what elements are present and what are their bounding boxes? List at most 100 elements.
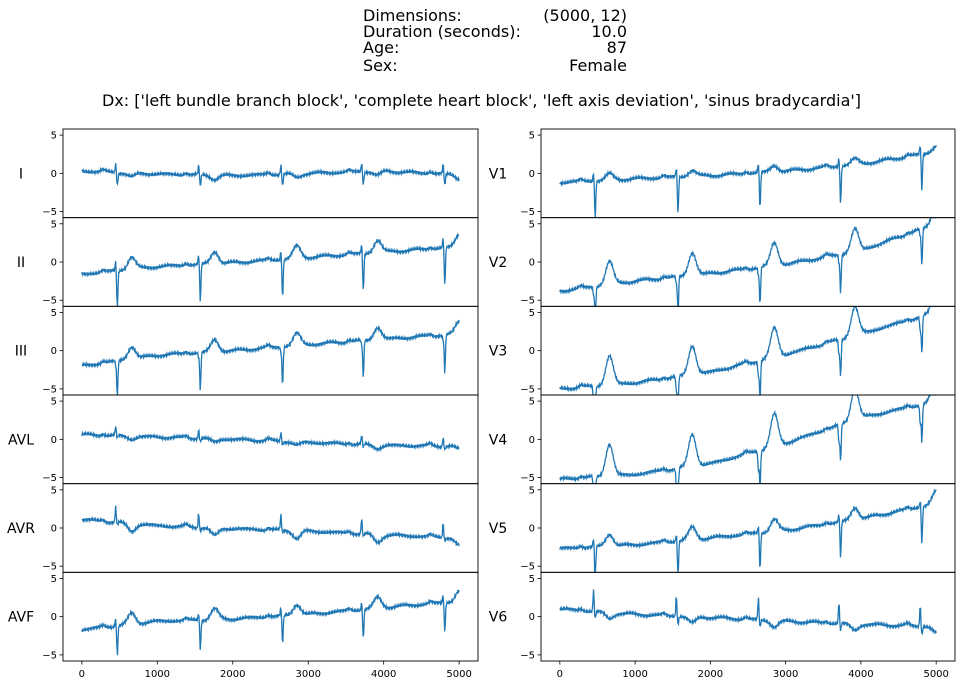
sex-row: Sex: Female [363, 57, 627, 75]
x-tick-label: 1000 [622, 669, 647, 680]
lead-trace-avl [81, 426, 460, 453]
dimensions-value: (5000, 12) [543, 6, 627, 25]
x-tick-label: 2000 [220, 669, 245, 680]
sex-key: Sex: [363, 56, 398, 75]
lead-panel-v2: −5 0 5 V2 [489, 217, 956, 307]
lead-panel-avf: −5 0 5 AVF [8, 571, 479, 662]
y-tick-label: 5 [529, 131, 535, 142]
lead-label: V3 [489, 344, 507, 360]
lead-trace-v3 [559, 306, 937, 396]
lead-label: V6 [489, 610, 508, 626]
lead-label: III [15, 344, 27, 360]
lead-panel-v5: −5 0 5 V5 [489, 483, 956, 573]
panel-frame [62, 305, 479, 396]
lead-label: V2 [489, 255, 507, 271]
lead-label: V4 [489, 432, 508, 448]
x-tick-label: 2000 [698, 669, 723, 680]
x-tick-label: 4000 [848, 669, 873, 680]
x-tick-label: 5000 [923, 669, 948, 680]
age-value: 87 [606, 38, 627, 57]
lead-panel-v3: −5 0 5 V3 [489, 305, 956, 396]
y-tick-label: 0 [529, 435, 535, 446]
y-tick-label: 5 [529, 397, 535, 408]
y-tick-label: 0 [51, 612, 57, 623]
y-tick-label: 0 [529, 346, 535, 357]
y-tick-label: 0 [529, 169, 535, 180]
lead-panel-avr: −5 0 5 AVR [7, 483, 479, 573]
y-tick-label: 0 [51, 435, 57, 446]
lead-panel-ii: −5 0 5 II [17, 217, 479, 307]
sex-value: Female [569, 56, 627, 75]
lead-trace-v6 [559, 589, 937, 636]
lead-label: AVF [8, 610, 34, 626]
y-tick-label: −5 [42, 296, 57, 307]
y-tick-label: 0 [51, 524, 57, 535]
duration-key: Duration (seconds): [363, 22, 521, 41]
lead-panel-v4: −5 0 5 V4 [489, 394, 956, 485]
lead-label: AVR [7, 521, 35, 537]
lead-label: AVL [8, 432, 34, 448]
y-tick-label: 5 [529, 308, 535, 319]
lead-label: II [17, 255, 25, 271]
x-tick-label: 0 [79, 669, 85, 680]
y-tick-label: −5 [520, 650, 535, 661]
y-tick-label: 0 [51, 169, 57, 180]
lead-label: V1 [489, 166, 507, 182]
y-tick-label: 0 [529, 612, 535, 623]
y-tick-label: −5 [520, 207, 535, 218]
lead-panel-v1: −5 0 5 V1 [489, 128, 956, 219]
panel-frame [540, 217, 956, 307]
y-tick-label: 0 [51, 258, 57, 269]
y-tick-label: −5 [42, 650, 57, 661]
y-tick-label: 5 [51, 485, 57, 496]
x-tick-label: 1000 [145, 669, 170, 680]
lead-label: I [19, 166, 23, 182]
y-tick-label: −5 [520, 562, 535, 573]
y-tick-label: 5 [529, 485, 535, 496]
x-tick-label: 3000 [773, 669, 798, 680]
x-tick-label: 3000 [296, 669, 321, 680]
y-tick-label: 5 [51, 308, 57, 319]
lead-panel-avl: −5 0 5 AVL [8, 394, 479, 485]
lead-panel-v6: −5 0 5 V6 [489, 571, 956, 662]
y-tick-label: −5 [520, 473, 535, 484]
dimensions-row: Dimensions: (5000, 12) [363, 7, 627, 25]
y-tick-label: 5 [51, 131, 57, 142]
y-tick-label: −5 [520, 384, 535, 395]
lead-trace-avr [81, 505, 460, 547]
lead-label: V5 [489, 521, 507, 537]
lead-trace-v4 [559, 395, 937, 484]
y-tick-label: 5 [51, 397, 57, 408]
diagnosis-title: Dx: ['left bundle branch block', 'comple… [101, 91, 862, 110]
lead-trace-i [81, 163, 460, 186]
y-tick-label: 5 [51, 574, 57, 585]
lead-trace-avf [81, 589, 460, 656]
y-tick-label: −5 [42, 473, 57, 484]
y-tick-label: 0 [529, 258, 535, 269]
lead-trace-iii [81, 319, 460, 396]
y-tick-label: 5 [529, 219, 535, 230]
y-tick-label: 5 [51, 219, 57, 230]
lead-trace-v5 [559, 488, 937, 573]
lead-trace-ii [81, 232, 460, 307]
lead-trace-v1 [559, 144, 937, 218]
lead-panel-i: −5 0 5 I [19, 128, 479, 219]
x-tick-label: 0 [557, 669, 563, 680]
y-tick-label: −5 [520, 296, 535, 307]
lead-panel-iii: −5 0 5 III [15, 305, 479, 396]
age-row: Age: 87 [363, 39, 627, 57]
age-key: Age: [363, 38, 400, 57]
duration-row: Duration (seconds): 10.0 [363, 23, 627, 41]
y-tick-label: 0 [51, 346, 57, 357]
ecg-header: Dimensions: (5000, 12) Duration (seconds… [0, 0, 963, 120]
panel-frame [540, 305, 956, 396]
lead-trace-v2 [559, 217, 937, 307]
y-tick-label: −5 [42, 384, 57, 395]
y-tick-label: −5 [42, 562, 57, 573]
dimensions-key: Dimensions: [363, 6, 462, 25]
y-tick-label: 0 [529, 524, 535, 535]
y-tick-label: 5 [529, 574, 535, 585]
panel-frame [540, 483, 956, 573]
y-tick-label: −5 [42, 207, 57, 218]
